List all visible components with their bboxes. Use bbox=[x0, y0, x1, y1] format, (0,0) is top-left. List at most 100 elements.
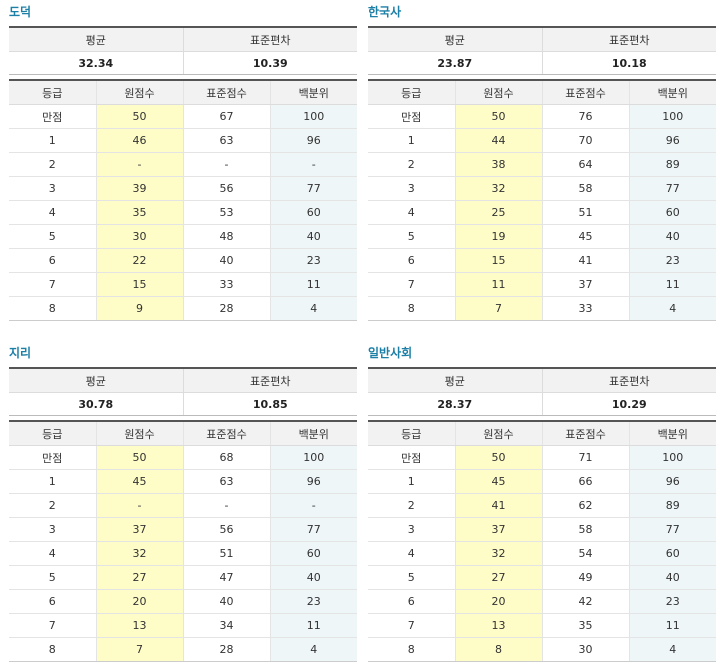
std-dev-value: 10.39 bbox=[182, 51, 357, 75]
percentile-cell: 60 bbox=[269, 200, 357, 225]
grade-row: 7 11 37 11 bbox=[368, 272, 716, 297]
grade-cell: 4 bbox=[368, 541, 455, 566]
grade-cell: 2 bbox=[9, 493, 96, 518]
raw-score-cell: 45 bbox=[95, 469, 183, 494]
grade-header: 등급 bbox=[368, 421, 455, 446]
percentile-cell: 40 bbox=[628, 224, 716, 249]
mean-header: 평균 bbox=[368, 368, 542, 393]
percentile-cell: 77 bbox=[269, 176, 357, 201]
grade-row: 2--- bbox=[9, 493, 357, 518]
grade-row: 3 37 56 77 bbox=[9, 517, 357, 542]
stats-table: 평균 표준편차 28.37 10.29 bbox=[368, 367, 716, 416]
percentile-cell: 77 bbox=[628, 176, 716, 201]
standard-score-cell: 62 bbox=[541, 493, 629, 518]
raw-score-cell: 38 bbox=[454, 152, 542, 177]
percentile-cell: 4 bbox=[269, 637, 357, 662]
standard-score-cell: 33 bbox=[182, 272, 270, 297]
grade-cell: 만점 bbox=[368, 445, 455, 470]
stats-table: 평균 표준편차 30.78 10.85 bbox=[9, 367, 357, 416]
raw-score-cell: 32 bbox=[454, 176, 542, 201]
percentile-cell: 40 bbox=[269, 565, 357, 590]
grade-cell: 4 bbox=[9, 541, 96, 566]
grade-cell: 2 bbox=[9, 152, 96, 177]
grade-cell: 만점 bbox=[9, 104, 96, 129]
raw-score-cell: 46 bbox=[95, 128, 183, 153]
standard-score-cell: 58 bbox=[541, 517, 629, 542]
percentile-cell: 96 bbox=[269, 128, 357, 153]
standard-score-cell: 40 bbox=[182, 248, 270, 273]
raw-score-cell: 15 bbox=[454, 248, 542, 273]
grade-row: 8 7 33 4 bbox=[368, 296, 716, 321]
grade-row: 6 15 41 23 bbox=[368, 248, 716, 273]
raw-score-cell: 20 bbox=[454, 589, 542, 614]
grade-row: 5 19 45 40 bbox=[368, 224, 716, 249]
raw-score-cell: 41 bbox=[454, 493, 542, 518]
subject-block-social-studies: 일반사회 평균 표준편차 28.37 10.29 등급 원점수 표준점수 백분위… bbox=[368, 343, 716, 662]
grade-row: 1 44 70 96 bbox=[368, 128, 716, 153]
subject-title: 일반사회 bbox=[368, 346, 413, 360]
subject-block-korean-history: 한국사 평균 표준편차 23.87 10.18 등급 원점수 표준점수 백분위 … bbox=[368, 2, 716, 321]
std-dev-header: 표준편차 bbox=[541, 27, 716, 52]
raw-score-cell: 27 bbox=[454, 565, 542, 590]
standard-score-cell: 41 bbox=[541, 248, 629, 273]
mean-header: 평균 bbox=[9, 368, 183, 393]
mean-value: 32.34 bbox=[9, 51, 183, 75]
grade-cell: 8 bbox=[9, 296, 96, 321]
grade-row: 1 45 66 96 bbox=[368, 469, 716, 494]
percentile-cell: 11 bbox=[269, 272, 357, 297]
stats-table: 평균 표준편차 32.34 10.39 bbox=[9, 26, 357, 75]
raw-score-header: 원점수 bbox=[95, 80, 183, 105]
percentile-header: 백분위 bbox=[628, 80, 716, 105]
grade-row: 3 37 58 77 bbox=[368, 517, 716, 542]
grade-cell: 5 bbox=[9, 565, 96, 590]
raw-score-cell: 13 bbox=[95, 613, 183, 638]
percentile-cell: 60 bbox=[628, 541, 716, 566]
grade-cell: 만점 bbox=[368, 104, 455, 129]
standard-score-cell: 56 bbox=[182, 517, 270, 542]
percentile-cell: 23 bbox=[269, 248, 357, 273]
raw-score-cell: - bbox=[95, 152, 183, 177]
grade-cell: 7 bbox=[368, 272, 455, 297]
grade-cell: 6 bbox=[368, 248, 455, 273]
grade-cell: 7 bbox=[9, 613, 96, 638]
standard-score-cell: 56 bbox=[182, 176, 270, 201]
subject-title: 도덕 bbox=[9, 5, 32, 19]
percentile-cell: 23 bbox=[628, 589, 716, 614]
percentile-cell: 60 bbox=[269, 541, 357, 566]
grade-cell: 3 bbox=[368, 176, 455, 201]
raw-score-cell: 50 bbox=[95, 104, 183, 129]
subject-block-geography: 지리 평균 표준편차 30.78 10.85 등급 원점수 표준점수 백분위 만… bbox=[9, 343, 357, 662]
raw-score-cell: 35 bbox=[95, 200, 183, 225]
grade-cell: 6 bbox=[9, 248, 96, 273]
raw-score-cell: 27 bbox=[95, 565, 183, 590]
raw-score-cell: 30 bbox=[95, 224, 183, 249]
grade-cell: 4 bbox=[368, 200, 455, 225]
standard-score-cell: 66 bbox=[541, 469, 629, 494]
percentile-cell: 23 bbox=[628, 248, 716, 273]
percentile-cell: 100 bbox=[628, 104, 716, 129]
percentile-cell: - bbox=[269, 493, 357, 518]
standard-score-cell: 37 bbox=[541, 272, 629, 297]
standard-score-cell: 42 bbox=[541, 589, 629, 614]
standard-score-cell: 63 bbox=[182, 128, 270, 153]
raw-score-cell: 25 bbox=[454, 200, 542, 225]
percentile-cell: 4 bbox=[628, 637, 716, 662]
grade-row: 1 46 63 96 bbox=[9, 128, 357, 153]
percentile-cell: 11 bbox=[628, 613, 716, 638]
grade-row: 4 32 51 60 bbox=[9, 541, 357, 566]
raw-score-cell: 20 bbox=[95, 589, 183, 614]
standard-score-cell: 28 bbox=[182, 637, 270, 662]
standard-score-cell: 51 bbox=[182, 541, 270, 566]
grade-row: 만점 50 67 100 bbox=[9, 104, 357, 129]
percentile-cell: 96 bbox=[628, 128, 716, 153]
standard-score-cell: - bbox=[182, 152, 270, 177]
standard-score-cell: 76 bbox=[541, 104, 629, 129]
grade-cell: 7 bbox=[368, 613, 455, 638]
std-dev-value: 10.29 bbox=[541, 392, 716, 416]
mean-header: 평균 bbox=[9, 27, 183, 52]
standard-score-cell: 40 bbox=[182, 589, 270, 614]
percentile-cell: 40 bbox=[269, 224, 357, 249]
std-dev-value: 10.18 bbox=[541, 51, 716, 75]
raw-score-cell: 7 bbox=[454, 296, 542, 321]
std-dev-header: 표준편차 bbox=[541, 368, 716, 393]
